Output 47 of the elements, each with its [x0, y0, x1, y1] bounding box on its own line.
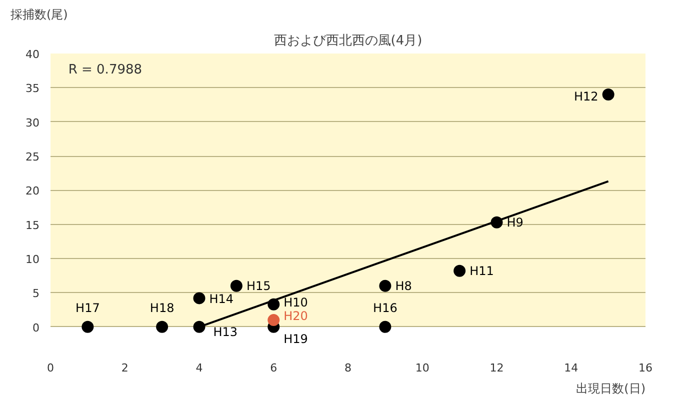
point — [454, 264, 466, 277]
point — [268, 298, 280, 310]
annotation: H13 — [213, 324, 238, 339]
annotation: H9 — [506, 215, 524, 230]
annotation: H10 — [284, 295, 308, 310]
y-tick-label: 15 — [26, 218, 40, 232]
y-tick-label: 10 — [26, 253, 40, 266]
point — [379, 280, 392, 292]
annotation: H19 — [284, 332, 308, 346]
point — [268, 314, 280, 326]
y-tick-label: 5 — [32, 287, 40, 300]
x-tick-label: 6 — [270, 362, 278, 374]
x-tick-label: 4 — [196, 362, 203, 374]
annotation: R = 0.7988 — [68, 62, 142, 78]
annotation: H11 — [470, 264, 494, 278]
x-tick-label: 14 — [564, 362, 578, 374]
point — [602, 88, 614, 100]
x-tick-label: 12 — [490, 362, 504, 374]
point — [379, 320, 392, 333]
y-tick-label: 40 — [26, 48, 40, 61]
y-tick-label: 30 — [26, 116, 40, 130]
y-tick-label: 0 — [32, 321, 40, 334]
x-tick-label: 2 — [121, 362, 128, 374]
y-tick-label: 25 — [26, 150, 40, 164]
x-tick-label: 0 — [47, 362, 54, 374]
chart-title: 西および西北西の風(4月) — [274, 34, 422, 48]
y-tick-label: 35 — [26, 82, 40, 96]
annotation: H16 — [373, 300, 398, 315]
x-tick-label: 10 — [415, 362, 430, 374]
x-tick-label: 8 — [344, 362, 352, 374]
annotation: H18 — [150, 300, 174, 315]
x-axis-title: 出現日数(日) — [576, 382, 646, 396]
annotation: H14 — [209, 292, 234, 306]
point — [490, 216, 503, 228]
annotation: H20 — [284, 309, 308, 324]
y-tick-label: 20 — [26, 184, 40, 198]
point — [193, 320, 206, 333]
annotation: H17 — [76, 300, 100, 315]
annotation: H8 — [395, 278, 412, 293]
point — [156, 320, 168, 333]
point — [82, 320, 94, 333]
annotation: H15 — [246, 278, 271, 293]
point — [230, 280, 242, 292]
point — [193, 292, 206, 304]
y-axis-title: 採捕数(尾) — [10, 8, 68, 22]
annotation: H12 — [574, 90, 598, 104]
x-tick-label: 16 — [638, 362, 652, 374]
